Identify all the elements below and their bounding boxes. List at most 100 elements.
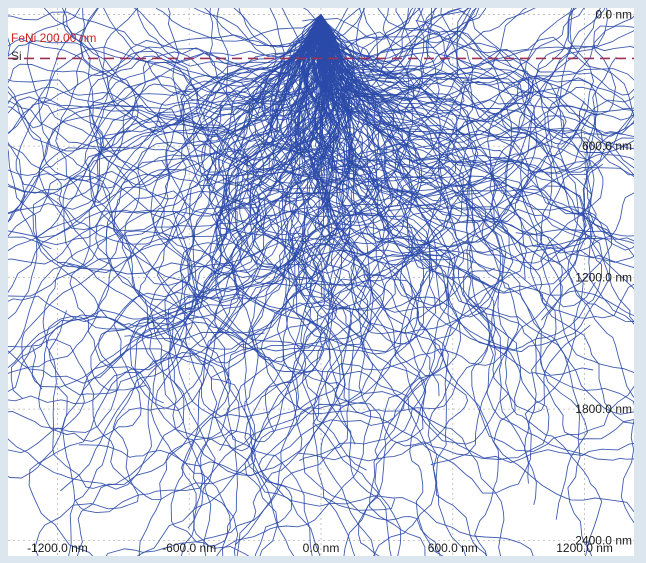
trajectory: [61, 8, 322, 186]
trajectory: [302, 14, 441, 556]
x-axis-tick-labels: -1200.0 nm -600.0 nm 0.0 nm 600.0 nm 1200.0 …: [27, 541, 613, 555]
trajectory: [320, 14, 634, 134]
trajectory: [299, 14, 355, 462]
trajectory: [8, 14, 378, 295]
trajectory: [290, 14, 634, 310]
trajectory: [129, 14, 611, 404]
trajectory: [320, 14, 604, 260]
trajectory: [193, 8, 322, 58]
trajectory: [21, 14, 550, 460]
trajectory: [320, 14, 557, 484]
trajectory: [293, 14, 449, 556]
trajectory: [56, 14, 520, 514]
trajectory: [320, 14, 634, 524]
trajectory: [303, 14, 580, 271]
trajectory: [167, 14, 329, 556]
trajectory: [138, 14, 457, 556]
trajectory: [262, 8, 538, 257]
trajectory: [209, 14, 584, 494]
trajectory: [216, 14, 374, 556]
trajectory: [10, 14, 403, 399]
trajectory: [187, 14, 325, 529]
trajectory: [8, 14, 344, 153]
trajectory: [8, 14, 322, 310]
depth-tick-label: 2400.0 nm: [575, 534, 632, 548]
trajectory: [201, 14, 437, 556]
x-tick-label: 600.0 nm: [428, 541, 478, 555]
trajectory: [155, 8, 322, 42]
trajectory: [8, 14, 322, 147]
trajectory: [137, 14, 634, 317]
trajectory: [169, 14, 424, 556]
trajectory: [8, 14, 322, 237]
trajectory: [314, 8, 479, 199]
trajectory: [8, 14, 341, 384]
trajectory: [150, 8, 469, 275]
trajectory: [320, 14, 603, 556]
trajectory: [312, 14, 634, 129]
trajectory: [320, 8, 528, 80]
trajectory: [8, 14, 322, 501]
trajectory-plot-frame: FeNi 200.00 nm Si -1200.0 nm -600.0 nm 0.0…: [8, 8, 634, 556]
depth-tick-label: 1800.0 nm: [575, 402, 632, 416]
trajectory: [289, 14, 617, 351]
trajectory: [320, 8, 578, 108]
trajectory: [316, 14, 634, 102]
trajectory: [216, 14, 392, 556]
trajectory: [8, 14, 322, 106]
trajectory: [8, 14, 322, 200]
trajectory: [8, 14, 322, 429]
trajectory: [320, 8, 478, 62]
trajectory: [254, 8, 414, 176]
trajectory: [299, 14, 634, 323]
trajectory: [8, 14, 322, 104]
depth-tick-label: 0.0 nm: [595, 8, 632, 22]
trajectory: [8, 14, 421, 369]
x-tick-label: 0.0 nm: [303, 541, 340, 555]
trajectory: [209, 14, 404, 325]
layer-label-si: Si: [11, 49, 22, 63]
trajectory: [147, 14, 462, 477]
trajectory: [320, 14, 634, 110]
trajectory: [211, 14, 329, 556]
trajectory: [258, 14, 396, 511]
trajectory: [320, 8, 425, 114]
depth-axis-tick-labels: 0.0 nm 600.0 nm 1200.0 nm 1800.0 nm 2400.0 n…: [575, 8, 632, 548]
trajectory: [231, 14, 387, 556]
trajectory-plot: FeNi 200.00 nm Si -1200.0 nm -600.0 nm 0.0…: [8, 8, 634, 556]
trajectory: [320, 8, 606, 151]
trajectory: [320, 14, 534, 280]
trajectory: [320, 8, 432, 76]
trajectory: [312, 14, 634, 242]
trajectory: [62, 8, 322, 64]
x-tick-label: -600.0 nm: [162, 541, 216, 555]
trajectory: [307, 14, 634, 294]
trajectory: [8, 14, 322, 134]
trajectory: [320, 14, 589, 466]
trajectory: [42, 14, 350, 489]
x-tick-label: -1200.0 nm: [27, 541, 88, 555]
trajectory: [68, 14, 332, 556]
trajectory: [320, 14, 634, 135]
trajectory: [234, 14, 448, 546]
trajectory: [8, 14, 322, 490]
trajectory: [305, 14, 413, 556]
trajectory: [320, 8, 609, 115]
layer-label-feni: FeNi 200.00 nm: [11, 31, 96, 45]
trajectory: [242, 14, 496, 415]
trajectory: [249, 14, 356, 445]
trajectory: [15, 14, 369, 351]
trajectory: [320, 14, 588, 520]
electron-trajectories: [8, 8, 634, 556]
trajectory: [8, 14, 326, 237]
trajectory: [31, 14, 331, 388]
trajectory: [320, 14, 634, 138]
trajectory: [320, 14, 634, 257]
trajectory: [8, 14, 363, 215]
trajectory: [183, 14, 634, 464]
trajectory: [320, 14, 634, 398]
trajectory: [317, 14, 634, 452]
trajectory: [28, 14, 354, 556]
trajectory: [192, 14, 326, 556]
trajectory: [170, 14, 361, 556]
